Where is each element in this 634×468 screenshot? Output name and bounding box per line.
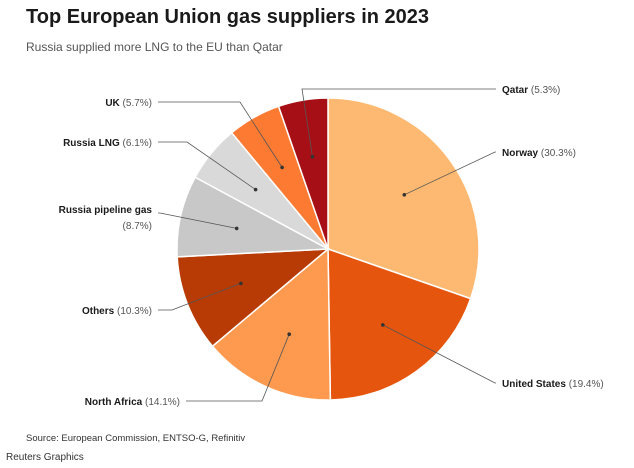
label-pct-others: (10.3%) (117, 306, 152, 317)
leader-line-qatar (301, 88, 496, 157)
label-name-others: Others (82, 306, 117, 317)
label-name-north-africa: North Africa (85, 397, 145, 408)
leader-dot-uk (280, 165, 284, 170)
label-qatar: Qatar (5.3%) (502, 85, 560, 96)
label-pct-north-africa: (14.1%) (145, 397, 180, 408)
label-united-states: United States (19.4%) (502, 379, 604, 390)
label-pct-norway: (30.3%) (541, 148, 576, 159)
label-pct-uk: (5.7%) (123, 98, 152, 109)
label-pct-qatar: (5.3%) (531, 85, 560, 96)
label-name-uk: UK (105, 98, 122, 109)
leader-line-united-states (382, 324, 496, 384)
pie-slice-united-states (327, 247, 472, 401)
leader-line-others (158, 283, 242, 311)
leader-line-north-africa (186, 334, 290, 402)
leader-dot-norway (402, 193, 407, 197)
leader-dot-others (239, 281, 243, 286)
leader-line-uk (158, 101, 283, 168)
label-pct-russia-lng: (6.1%) (123, 138, 152, 149)
label-uk: UK (5.7%) (105, 98, 152, 109)
leader-dot-russia-lng (253, 187, 258, 192)
leader-line-russia-pipeline-gas (158, 212, 237, 229)
label-name-qatar: Qatar (502, 85, 531, 96)
leader-dot-united-states (381, 323, 385, 327)
label-name-norway: Norway (502, 148, 541, 159)
leader-dot-north-africa (287, 332, 292, 337)
leader-dot-russia-pipeline-gas (234, 226, 239, 231)
chart-title: Top European Union gas suppliers in 2023 (26, 6, 430, 28)
pie-slice-north-africa (211, 247, 332, 401)
pie-slice-qatar (277, 97, 329, 250)
label-norway: Norway (30.3%) (502, 148, 576, 159)
label-pct-united-states: (19.4%) (569, 379, 604, 390)
credit-note: Reuters Graphics (6, 452, 84, 463)
pie-slice-russia-pipeline-gas (176, 176, 331, 258)
label-russia-lng: Russia LNG (6.1%) (63, 138, 152, 149)
chart-subtitle: Russia supplied more LNG to the EU than … (26, 40, 283, 54)
label-others: Others (10.3%) (82, 306, 152, 317)
source-note: Source: European Commission, ENTSO-G, Re… (26, 433, 246, 444)
label-north-africa: North Africa (14.1%) (85, 397, 180, 408)
pie-slice-norway (327, 97, 480, 300)
leader-dot-qatar (310, 154, 315, 159)
label-name-russia-lng: Russia LNG (63, 138, 122, 149)
leader-line-norway (404, 151, 496, 196)
leader-line-russia-lng (158, 141, 256, 190)
label-name-russia-pipeline-gas: Russia pipeline gas (59, 205, 153, 216)
label-pct-russia-pipeline-gas: (8.7%) (123, 221, 152, 232)
label-name-united-states: United States (502, 379, 569, 390)
